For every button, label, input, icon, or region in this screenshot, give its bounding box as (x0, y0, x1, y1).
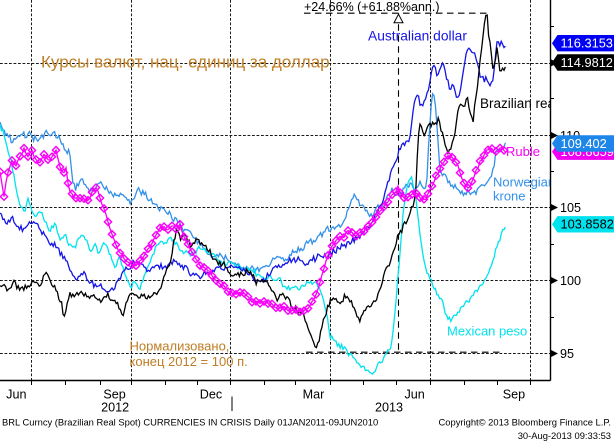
svg-text:100: 100 (560, 274, 581, 288)
svg-text:Brazilian real: Brazilian real (480, 96, 558, 111)
svg-text:Norwegian: Norwegian (493, 175, 555, 190)
svg-text:Dec: Dec (200, 388, 222, 402)
svg-text:Курсы валют, нац. единиц за до: Курсы валют, нац. единиц за доллар (41, 53, 330, 72)
svg-text:105: 105 (560, 201, 581, 215)
svg-text:103.8582: 103.8582 (561, 217, 614, 232)
svg-text:Ruble: Ruble (506, 144, 540, 159)
svg-text:109.402: 109.402 (561, 136, 607, 151)
svg-text:Sep: Sep (503, 388, 525, 402)
svg-text:95: 95 (560, 347, 574, 361)
svg-text:Jun: Jun (6, 388, 26, 402)
svg-text:Australian dollar: Australian dollar (368, 29, 467, 44)
svg-text:2013: 2013 (375, 401, 403, 415)
svg-text:114.9812: 114.9812 (561, 55, 613, 70)
svg-text:конец 2012 = 100 п.: конец 2012 = 100 п. (130, 354, 248, 369)
svg-text:116.3153: 116.3153 (561, 36, 613, 51)
svg-text:Copyright© 2013 Bloomberg Fina: Copyright© 2013 Bloomberg Finance L.P. (439, 417, 611, 428)
svg-text:Нормализовано,: Нормализовано, (130, 339, 230, 354)
svg-text:Mexican peso: Mexican peso (447, 324, 527, 339)
svg-text:Jun: Jun (404, 388, 424, 402)
svg-text:+24.66% (+61.88%ann.): +24.66% (+61.88%ann.) (304, 0, 440, 14)
svg-text:Sep: Sep (103, 388, 125, 402)
svg-text:Mar: Mar (303, 388, 325, 402)
svg-text:BRL Curncy (Brazilian Real Spo: BRL Curncy (Brazilian Real Spot) CURRENC… (2, 417, 378, 428)
svg-text:2012: 2012 (101, 401, 129, 415)
svg-text:krone: krone (493, 189, 526, 204)
svg-text:30-Aug-2013 09:33:53: 30-Aug-2013 09:33:53 (518, 430, 611, 441)
